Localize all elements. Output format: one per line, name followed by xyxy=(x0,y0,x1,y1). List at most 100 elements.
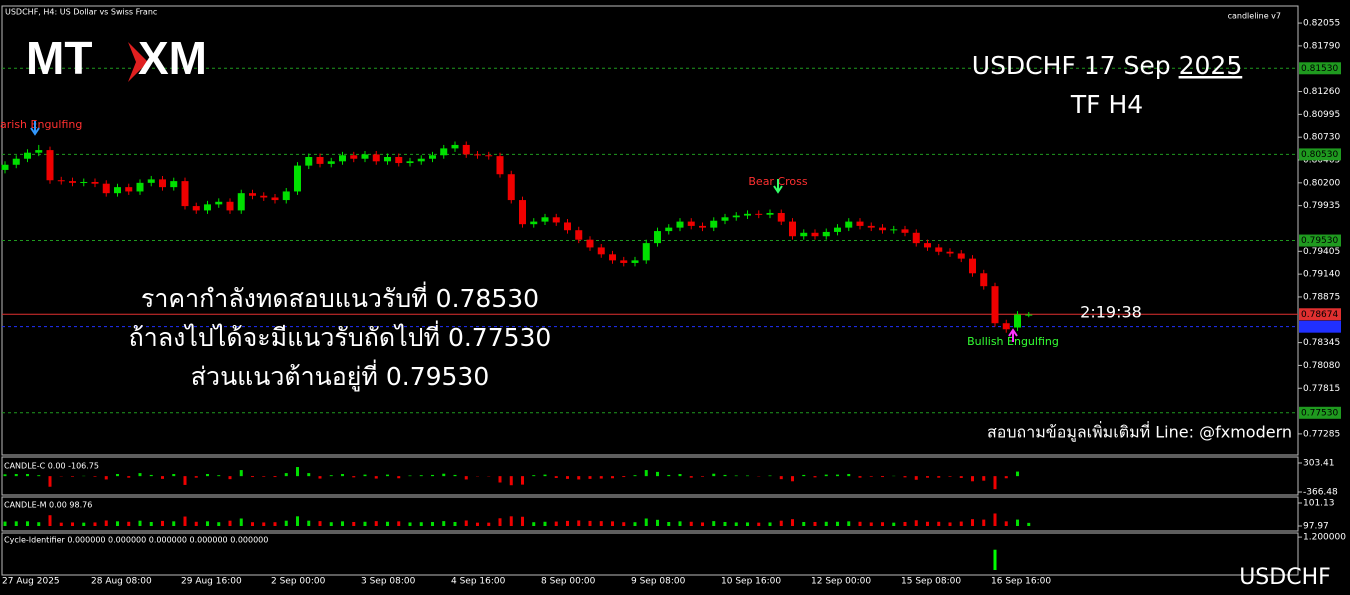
histogram-bar xyxy=(509,516,513,526)
candle-body xyxy=(541,217,549,222)
candle-body xyxy=(91,181,99,184)
candle-body xyxy=(519,200,526,225)
candle-body xyxy=(867,225,875,228)
candle-body xyxy=(485,155,493,157)
y-tick-label: 97.97 xyxy=(1303,522,1329,532)
candle-body xyxy=(271,197,279,201)
histogram-bar xyxy=(442,473,446,477)
histogram-bar xyxy=(824,521,828,526)
x-tick-label: 29 Aug 16:00 xyxy=(181,577,242,587)
candle-body xyxy=(586,239,594,248)
histogram-bar xyxy=(161,476,164,479)
candle-body xyxy=(744,213,751,216)
candle-body xyxy=(260,195,268,198)
histogram-bar xyxy=(914,476,918,480)
panel-frame xyxy=(1,496,1299,532)
candle-body xyxy=(699,225,706,228)
histogram-bar xyxy=(971,476,974,482)
histogram-bar xyxy=(656,519,659,526)
candle-body xyxy=(1002,323,1010,330)
histogram-bar xyxy=(644,518,648,526)
histogram-bar xyxy=(48,476,52,487)
histogram-bar xyxy=(239,470,243,477)
level-tag xyxy=(1299,234,1341,247)
histogram-bar xyxy=(3,521,7,526)
histogram-bar xyxy=(982,519,986,526)
histogram-bar xyxy=(543,474,547,477)
histogram-bar xyxy=(993,476,997,490)
histogram-bar xyxy=(948,476,952,477)
histogram-bar xyxy=(48,515,52,526)
y-tick-label: 0.77815 xyxy=(1303,384,1340,394)
histogram-bar xyxy=(104,520,108,526)
histogram-bar xyxy=(869,476,873,477)
y-tick-label: 0.78345 xyxy=(1303,338,1340,348)
histogram-bar xyxy=(948,522,952,526)
histogram-bar xyxy=(836,474,839,477)
y-tick-label: 101.13 xyxy=(1303,499,1335,509)
x-tick-label: 10 Sep 16:00 xyxy=(721,577,781,587)
histogram-bar xyxy=(149,521,153,526)
histogram-bar xyxy=(768,522,772,526)
candle-body xyxy=(429,155,436,159)
histogram-bar xyxy=(521,516,524,526)
histogram-bar xyxy=(498,518,502,526)
candle-body xyxy=(35,150,43,153)
histogram-bar xyxy=(847,521,851,526)
histogram-bar xyxy=(611,521,614,526)
histogram-bar xyxy=(712,473,716,477)
level-tag xyxy=(1299,62,1341,75)
histogram-bar xyxy=(914,520,918,526)
level-tag xyxy=(1299,406,1341,419)
candle-body xyxy=(417,158,425,162)
y-tick-label: -366.48 xyxy=(1303,488,1338,498)
histogram-bar xyxy=(419,475,423,477)
histogram-bar xyxy=(802,521,806,526)
candle-body xyxy=(811,232,819,237)
x-tick-label: 16 Sep 16:00 xyxy=(991,577,1051,587)
logo: MT XM xyxy=(26,32,207,84)
candle-body xyxy=(564,222,571,231)
histogram-bar xyxy=(206,521,209,526)
candle-body xyxy=(507,174,515,201)
histogram-bar xyxy=(779,520,783,526)
histogram-bar xyxy=(656,471,659,477)
histogram-bar xyxy=(329,475,333,477)
histogram-bar xyxy=(386,521,389,526)
histogram-bar xyxy=(498,476,502,483)
histogram-bar xyxy=(318,476,322,479)
candle-body xyxy=(890,229,898,231)
candle-body xyxy=(631,260,639,263)
x-tick-label: 9 Sep 08:00 xyxy=(631,577,686,587)
candle-body xyxy=(361,154,369,159)
candle-body xyxy=(372,154,380,162)
histogram-bar xyxy=(746,522,749,526)
histogram-bar xyxy=(239,518,243,526)
candle-body xyxy=(822,231,830,237)
histogram-bar xyxy=(509,476,513,486)
candle-body xyxy=(294,165,301,192)
histogram-bar xyxy=(701,476,704,477)
histogram-bar xyxy=(127,521,131,526)
histogram-bar xyxy=(689,476,693,478)
title-year: 2025 xyxy=(1179,51,1243,80)
y-tick-label: 1.200000 xyxy=(1303,533,1346,543)
candle-body xyxy=(777,212,785,222)
histogram-bar xyxy=(847,474,851,477)
histogram-bar xyxy=(194,476,198,478)
histogram-bar xyxy=(746,475,749,477)
histogram-bar xyxy=(363,474,367,477)
y-tick-label: 303.41 xyxy=(1303,459,1335,469)
histogram-bar xyxy=(1004,521,1008,526)
note-line: ถ้าลงไปได้จะมีแนวรับถัดไปที่ 0.77530 xyxy=(129,320,552,352)
histogram-bar xyxy=(701,522,704,526)
candle-body xyxy=(665,227,673,232)
histogram-bar xyxy=(667,521,671,526)
histogram-bar xyxy=(577,520,581,526)
histogram-bar xyxy=(971,519,974,526)
histogram-bar xyxy=(1016,519,1019,526)
histogram-bar xyxy=(723,474,727,477)
histogram-bar xyxy=(93,522,97,526)
candle-body xyxy=(69,181,76,183)
histogram-bar xyxy=(431,521,434,526)
